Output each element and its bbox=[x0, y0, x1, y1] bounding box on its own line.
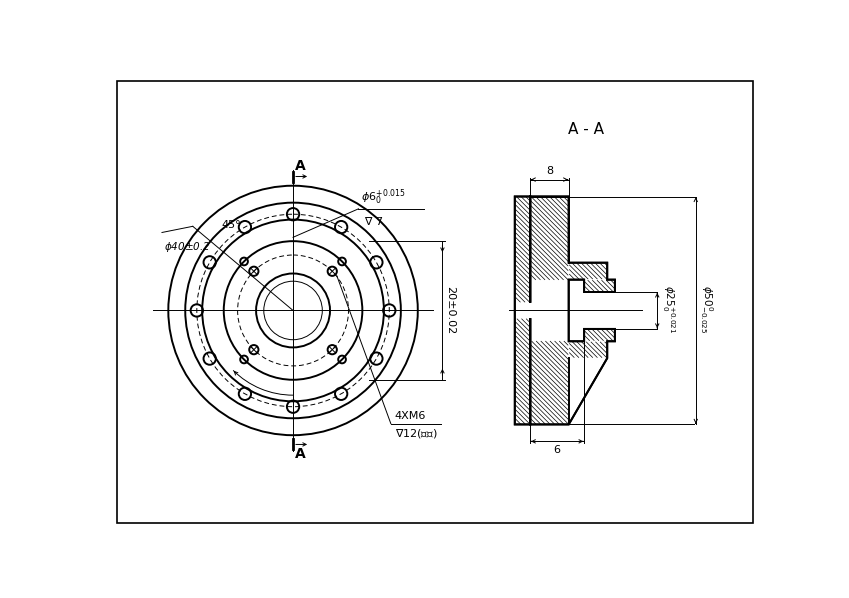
Text: 45°: 45° bbox=[221, 219, 240, 230]
Text: 8: 8 bbox=[546, 166, 553, 176]
Text: $\phi$40±0.2: $\phi$40±0.2 bbox=[164, 240, 210, 254]
Text: 6: 6 bbox=[554, 445, 560, 455]
Text: A - A: A - A bbox=[568, 122, 604, 137]
Text: $\phi$50$^{0}_{-0.025}$: $\phi$50$^{0}_{-0.025}$ bbox=[698, 285, 715, 333]
Text: $\nabla$ 7: $\nabla$ 7 bbox=[364, 215, 383, 227]
Text: 20±0.02: 20±0.02 bbox=[446, 286, 456, 335]
Text: $\nabla$12(螺纹): $\nabla$12(螺纹) bbox=[395, 428, 437, 441]
Text: $\phi$25$^{+0.021}_{0}$: $\phi$25$^{+0.021}_{0}$ bbox=[660, 285, 677, 333]
Text: $\phi$6$^{+0.015}_{0}$: $\phi$6$^{+0.015}_{0}$ bbox=[361, 187, 406, 206]
Text: 4XM6: 4XM6 bbox=[395, 411, 426, 422]
Polygon shape bbox=[514, 197, 615, 425]
Text: A: A bbox=[295, 447, 306, 462]
Text: A: A bbox=[295, 160, 306, 173]
